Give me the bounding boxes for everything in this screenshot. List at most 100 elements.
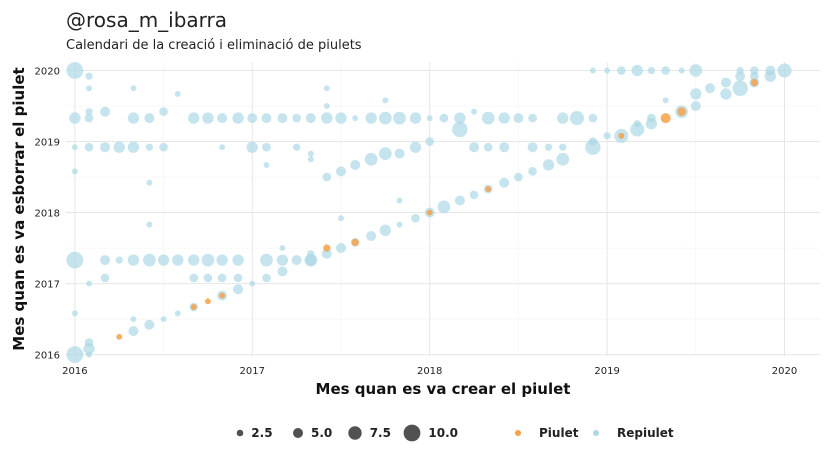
repiulet-point [130,316,137,323]
repiulet-point [411,213,420,223]
repiulet-point [604,67,611,74]
repiulet-point [232,254,244,266]
repiulet-point [71,144,78,151]
repiulet-point [305,113,316,124]
repiulet-point [732,80,748,96]
repiulet-point [174,90,181,97]
repiulet-point [616,66,626,75]
size-legend-label: 10.0 [428,426,458,440]
repiulet-point [365,112,377,124]
repiulet-point [188,254,200,266]
piulet-point [677,107,686,117]
color-legend-label: Piulet [539,426,579,440]
repiulet-point [277,113,288,124]
repiulet-point [233,284,244,295]
piulet-point [660,113,671,124]
repiulet-point [262,273,271,283]
repiulet-point [559,143,567,151]
size-legend-circle [236,429,244,437]
repiulet-point [452,121,468,138]
repiulet-point [528,113,537,123]
repiulet-point [513,113,524,124]
repiulet-point [542,159,555,171]
repiulet-point [647,66,656,75]
repiulet-point [425,137,435,146]
repiulet-point [690,88,702,100]
piulet-point [323,244,331,252]
piulet-point [219,292,226,299]
repiulet-point [189,273,199,283]
repiulet-point [172,254,184,266]
repiulet-point [84,113,94,123]
repiulet-point [307,150,314,157]
repiulet-point [364,152,378,166]
grid-lines [66,62,820,356]
repiulet-point [647,113,656,123]
repiulet-point [556,152,570,166]
x-tick-label: 2017 [240,366,265,377]
repiulet-point [437,200,451,214]
piulet-point [750,78,758,87]
piulet-point [426,209,433,216]
repiulet-point [661,66,670,75]
repiulet-point [321,112,333,124]
repiulet-point [292,113,301,123]
repiulet-point [249,280,256,287]
repiulet-point [307,250,315,258]
repiulet-point [321,248,332,259]
repiulet-point [750,71,759,81]
repiulet-point [454,112,466,124]
repiulet-point [292,143,301,151]
repiulet-point [127,254,140,266]
piulet-point [204,298,211,305]
repiulet-point [426,115,433,122]
repiulet-point [143,253,156,267]
repiulet-point [439,113,449,123]
repiulet-point [83,343,95,355]
repiulet-point [382,97,389,104]
repiulet-point [262,142,271,152]
repiulet-point [127,141,140,153]
repiulet-point [588,113,598,123]
repiulet-point [378,147,392,160]
repiulet-point [100,142,111,153]
repiulet-point [454,195,465,206]
size-legend-circle [403,424,421,442]
repiulet-point [84,142,94,152]
color-legend-dot [515,430,521,436]
repiulet-point [127,112,140,124]
repiulet-point [201,253,215,267]
repiulet-point [260,253,273,267]
repiulet-point [188,112,200,124]
repiulet-point [631,64,643,77]
repiulet-point [338,215,344,222]
y-tick-label: 2016 [35,351,60,362]
size-legend-circle [348,426,362,440]
repiulet-point [323,103,330,109]
repiulet-point [216,254,228,266]
repiulet-point [86,351,93,358]
repiulet-point [393,111,406,125]
repiulet-point [157,254,170,266]
piulet-point [485,186,492,193]
repiulet-point [279,245,286,252]
x-tick-label: 2018 [417,366,442,377]
repiulet-point [247,113,258,124]
repiulet-point [233,273,243,283]
repiulet-point [219,144,226,151]
repiulet-point [633,120,641,128]
repiulet-point [291,255,302,266]
repiulet-point [159,142,168,152]
repiulet-point [144,319,155,330]
size-legend-circle [293,428,303,438]
repiulet-point [66,62,84,79]
legend: 2.5 5.0 7.5 10.0 Piulet Repiulet [236,424,674,442]
y-tick-label: 2019 [35,138,60,149]
repiulet-point [469,190,479,200]
repiulet-point [720,88,732,100]
repiulet-point [202,112,214,124]
repiulet-point [66,346,84,363]
repiulet-point [765,65,776,76]
x-axis-title: Mes quan es va crear el piulet [316,380,571,398]
